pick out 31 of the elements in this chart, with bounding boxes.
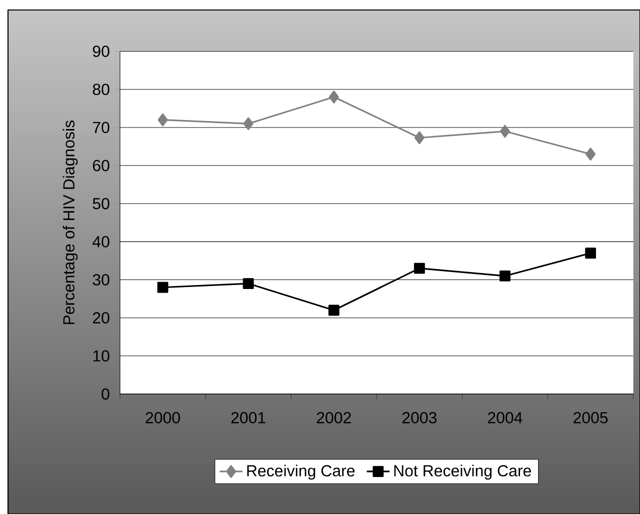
y-tick-label: 60	[92, 160, 110, 172]
legend-label: Not Receiving Care	[394, 464, 531, 480]
y-tick-label: 70	[92, 122, 110, 134]
y-tick-label: 20	[92, 312, 110, 324]
point	[242, 278, 254, 290]
point	[414, 262, 425, 274]
x-tick-label: 2003	[402, 412, 437, 424]
x-tick-label: 2001	[231, 412, 266, 424]
point	[243, 117, 254, 130]
y-tick-label: 10	[93, 350, 110, 362]
x-tick-label: 2002	[316, 412, 351, 424]
y-tick-label: 0	[102, 388, 110, 400]
legend-label: Receiving Care	[247, 464, 355, 480]
x-tick-label: 2004	[488, 412, 522, 424]
point	[500, 270, 510, 282]
y-tick-label: 50	[92, 198, 110, 210]
x-tick-label: 2000	[146, 412, 180, 424]
y-axis-title: Percentage of HIV Diagnosis	[62, 120, 78, 324]
point	[414, 131, 424, 144]
x-tick-label: 2005	[574, 412, 608, 424]
point	[157, 282, 168, 293]
y-tick-label: 30	[92, 274, 110, 286]
point	[328, 304, 340, 316]
point	[500, 124, 510, 138]
point	[328, 90, 339, 104]
point	[585, 248, 596, 259]
point	[158, 113, 168, 126]
y-tick-label: 80	[92, 84, 110, 96]
y-tick-label: 90	[92, 46, 110, 57]
y-tick-label: 40	[92, 236, 110, 248]
point	[586, 148, 596, 161]
